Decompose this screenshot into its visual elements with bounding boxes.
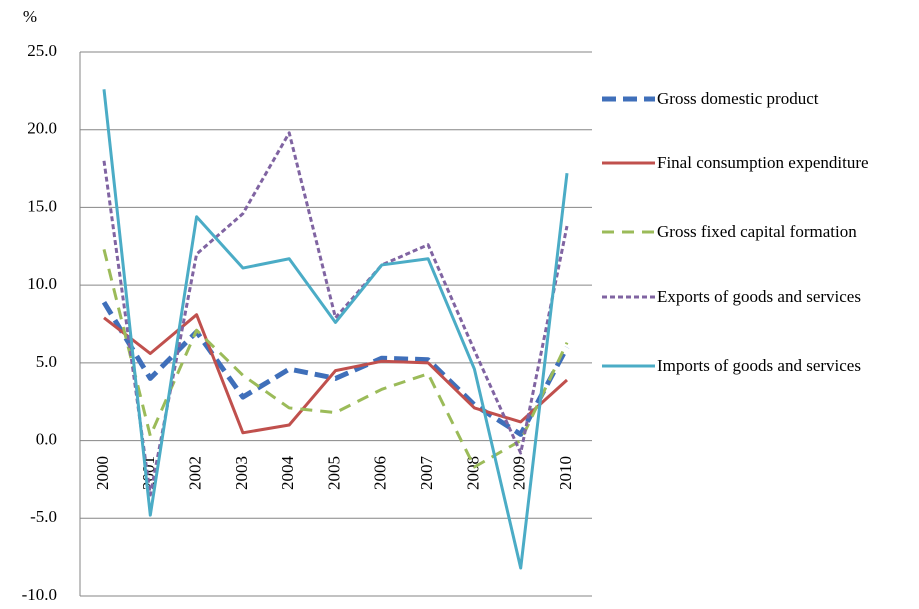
x-tick-label: 2000 xyxy=(93,456,112,490)
x-tick-label: 2009 xyxy=(510,456,529,490)
y-tick-label: -5.0 xyxy=(30,507,57,526)
legend-label: Imports of goods and services xyxy=(657,356,861,375)
x-tick-label: 2003 xyxy=(232,456,251,490)
legend-label: Gross domestic product xyxy=(657,89,819,108)
series-line xyxy=(102,89,569,570)
y-tick-label: 10.0 xyxy=(27,274,57,293)
y-tick-label: 15.0 xyxy=(27,196,57,215)
legend-label: Gross fixed capital formation xyxy=(657,222,857,241)
x-tick-label: 2005 xyxy=(324,456,343,490)
x-tick-label: 2004 xyxy=(278,456,297,491)
x-tick-label: 2006 xyxy=(371,456,390,490)
y-tick-label: 20.0 xyxy=(27,119,57,138)
legend-label: Final consumption expenditure xyxy=(657,153,869,172)
series-line xyxy=(101,300,570,437)
y-tick-label: 5.0 xyxy=(36,352,57,371)
series-line xyxy=(102,131,569,497)
legend-label: Exports of goods and services xyxy=(657,287,861,306)
y-tick-label: 25.0 xyxy=(27,41,57,60)
x-tick-label: 2007 xyxy=(417,456,436,491)
y-tick-label: 0.0 xyxy=(36,429,57,448)
x-tick-label: 2010 xyxy=(556,456,575,490)
x-tick-label: 2008 xyxy=(463,456,482,490)
x-tick-label: 2002 xyxy=(186,456,205,490)
y-axis-label: % xyxy=(23,7,37,26)
y-tick-label: -10.0 xyxy=(22,585,57,604)
series-line xyxy=(102,249,569,469)
